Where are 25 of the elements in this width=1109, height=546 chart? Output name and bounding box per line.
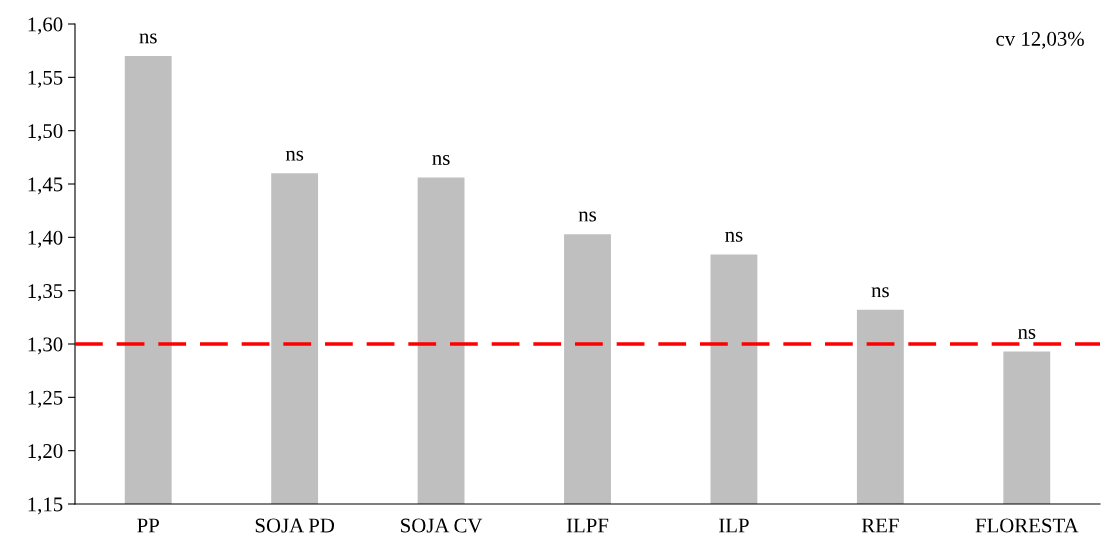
y-tick-label: 1,35 xyxy=(28,284,63,302)
y-tick-label: 1,15 xyxy=(28,497,63,515)
annotation: cv 12,03% xyxy=(996,31,1084,49)
annotation: ns xyxy=(432,155,450,166)
y-tick-label: 1,40 xyxy=(28,230,63,248)
y-tick-label: 1,50 xyxy=(28,124,63,142)
x-tick-label: REF xyxy=(861,518,899,533)
x-tick-label: ILPF xyxy=(566,518,609,533)
x-tick-label: FLORESTA xyxy=(975,518,1079,533)
y-tick-label: 1,55 xyxy=(28,70,63,88)
annotation: ns xyxy=(139,33,157,44)
x-tick-label: ILP xyxy=(719,518,749,533)
annotation: ns xyxy=(725,231,743,242)
y-tick-label: 1,20 xyxy=(28,444,63,462)
y-tick-label: 1,60 xyxy=(28,17,63,35)
annotation: ns xyxy=(1018,328,1036,339)
y-tick-label: 1,30 xyxy=(28,337,63,355)
annotation: ns xyxy=(871,287,889,298)
y-tick-label: 1,25 xyxy=(28,390,63,408)
x-tick-label: PP xyxy=(137,518,159,533)
annotation: ns xyxy=(578,211,597,222)
x-tick-label: SOJA CV xyxy=(401,518,483,533)
y-tick-label: 1,45 xyxy=(28,177,63,195)
x-tick-label: SOJA PD xyxy=(255,518,335,533)
annotation: ns xyxy=(285,150,304,161)
